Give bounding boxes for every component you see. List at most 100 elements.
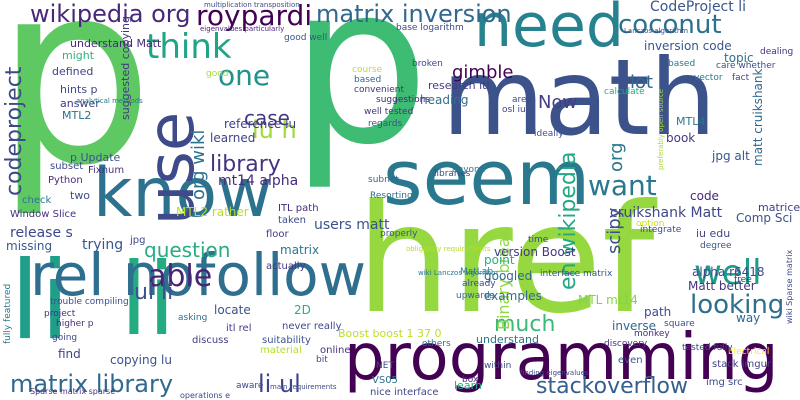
word-cloud-word: based: [354, 75, 382, 85]
word-cloud-word: time: [528, 235, 549, 245]
word-cloud-word: eigenvalues particularly: [200, 25, 285, 33]
word-cloud-word: inverse: [612, 319, 656, 333]
word-cloud-word: course: [352, 65, 383, 75]
word-cloud-word: learned: [210, 131, 256, 145]
word-cloud-word: good: [206, 69, 229, 79]
word-cloud-word: integrate: [640, 225, 682, 235]
word-cloud-word: trying: [82, 237, 124, 253]
word-cloud-word: others: [422, 339, 451, 349]
word-cloud-word: iu edu: [696, 227, 731, 240]
word-cloud-word: point: [484, 253, 515, 267]
word-cloud-word: rel nofollow: [30, 241, 367, 309]
word-cloud-word: Boost boost 1 37 0: [338, 327, 442, 340]
word-cloud-word: area: [512, 95, 533, 105]
word-cloud-word: broken: [412, 59, 443, 69]
word-cloud-word: hints p: [60, 83, 98, 96]
word-cloud-word: ideally: [534, 129, 564, 139]
word-cloud-word: MatLab: [460, 267, 494, 277]
word-cloud-word: suggestions: [376, 95, 430, 105]
word-cloud-word: Lanczos algorithm: [624, 27, 689, 35]
word-cloud-word: missing: [6, 239, 53, 253]
word-cloud-word: stack imgur: [712, 359, 772, 370]
word-cloud-word: lot: [630, 72, 654, 93]
word-cloud-word: upwards: [456, 291, 495, 301]
word-cloud-word: wiki Sparse matrix: [785, 249, 794, 324]
word-cloud-word: project: [44, 309, 76, 319]
word-cloud-word: might: [62, 49, 95, 62]
word-cloud-word: option: [636, 219, 665, 229]
word-cloud-word: good well: [284, 33, 328, 43]
word-cloud-word: jpg alt: [712, 149, 750, 163]
word-cloud-word: codeproject: [2, 66, 27, 196]
word-cloud-word: inversion code: [644, 39, 732, 53]
word-cloud-word: preferably open source: [657, 88, 665, 170]
word-cloud-word: within: [484, 361, 512, 371]
word-cloud-word: learn: [454, 379, 482, 392]
word-cloud-word: VS05: [372, 375, 398, 386]
word-cloud-word: actually: [266, 261, 306, 272]
word-cloud-word: check: [22, 195, 52, 206]
word-cloud-word: release s: [10, 225, 73, 241]
word-cloud-word: locate: [214, 303, 251, 317]
word-cloud-word: floor: [266, 229, 289, 240]
word-cloud-word: know: [93, 154, 273, 233]
word-cloud-word: case: [244, 106, 290, 130]
word-cloud-word: matrix inversion: [316, 0, 512, 28]
word-cloud-word: think: [146, 27, 232, 67]
word-cloud-word: org wiki: [188, 129, 209, 200]
word-cloud-word: discovery: [604, 339, 648, 349]
word-cloud-word: img src: [706, 377, 743, 388]
word-cloud-word: lu h: [252, 116, 297, 144]
word-cloud-word: taken: [278, 215, 306, 226]
word-cloud-word: ul li: [134, 280, 174, 305]
word-cloud-word: much: [494, 312, 556, 337]
word-cloud-word: going: [52, 333, 78, 343]
word-cloud-word: higher p: [56, 319, 94, 329]
word-cloud-word: well: [694, 253, 762, 293]
word-cloud-word: code: [690, 189, 719, 203]
word-cloud-word: material: [260, 345, 302, 356]
word-cloud-word: Resorting: [370, 191, 413, 201]
word-cloud-word: Python: [48, 175, 83, 186]
word-cloud-word: p: [0, 0, 154, 220]
word-cloud-word: even: [618, 355, 643, 366]
word-cloud-word: Comp Sci: [736, 211, 793, 225]
word-cloud-word: MTL mt14: [578, 293, 638, 307]
word-cloud-word: question: [144, 238, 231, 262]
word-cloud-word: 2D: [294, 303, 311, 317]
word-cloud-word: osl iu: [502, 105, 526, 115]
word-cloud-word: copying lu: [110, 353, 172, 367]
word-cloud-word: li: [120, 241, 176, 358]
word-cloud-word: well tested: [364, 107, 414, 117]
word-cloud-word: interface matrix: [540, 269, 613, 279]
word-cloud-word: seem: [383, 133, 591, 222]
word-cloud-word: stackoverflow: [536, 374, 688, 399]
word-cloud-word: NET: [376, 361, 394, 371]
word-cloud-word: fully featured: [3, 283, 13, 344]
word-cloud-word: Window Slice: [10, 209, 77, 220]
word-cloud-word: book: [666, 131, 696, 145]
word-cloud-word: CodeProject li: [650, 0, 746, 15]
word-cloud-word: understand Matt: [70, 37, 162, 50]
word-cloud-word: find: [58, 347, 81, 361]
word-cloud-word: two: [70, 189, 91, 202]
word-cloud-word: finding eigenvalues: [520, 369, 589, 377]
word-cloud-word: library: [210, 152, 281, 177]
word-cloud-word: Electrical: [728, 347, 770, 357]
word-cloud-word: reference lu: [224, 117, 297, 131]
word-cloud-word: MTL2: [62, 109, 92, 122]
word-cloud-word: Matt better: [688, 279, 756, 293]
word-cloud-word: cruikshank Matt: [610, 205, 723, 221]
word-cloud-word: degree: [700, 241, 732, 251]
word-cloud-word: already: [462, 279, 496, 289]
word-cloud-word: able: [148, 259, 213, 294]
word-cloud-word: li ul: [258, 370, 301, 398]
word-cloud-word: roypardi: [196, 0, 313, 32]
word-cloud-word: mt14 alpha: [218, 173, 299, 189]
word-cloud-word: base logarithm: [396, 23, 464, 33]
word-cloud-word: Sparse matrix sparse: [30, 387, 116, 396]
word-cloud-word: subnet: [368, 175, 399, 185]
word-cloud-word: gimble: [452, 62, 514, 83]
word-cloud-word: matrix library: [10, 370, 174, 398]
